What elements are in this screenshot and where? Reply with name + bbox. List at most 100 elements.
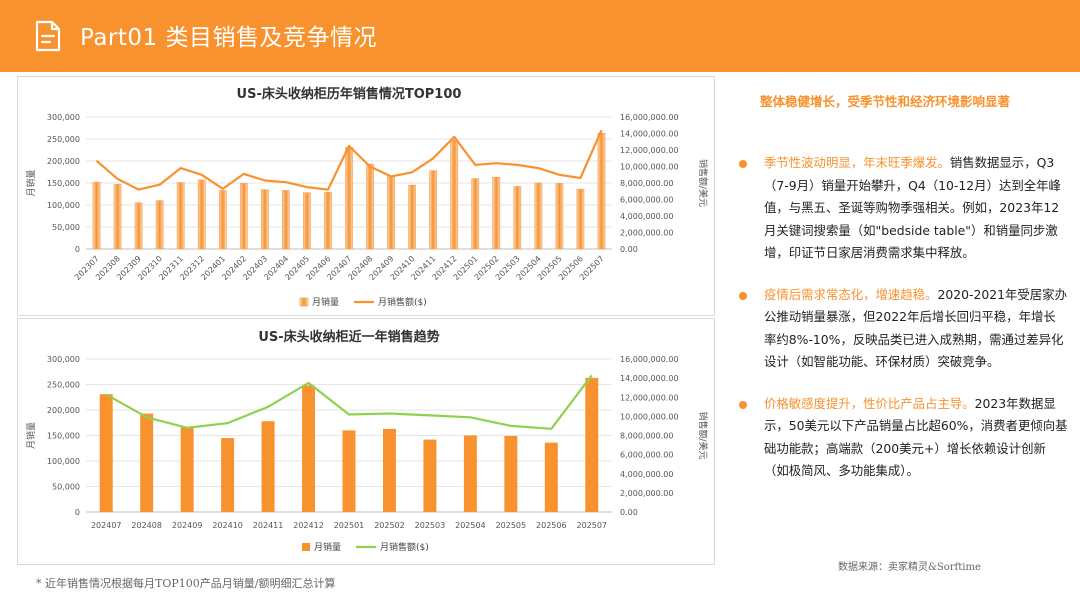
y-right-tick-label: 4,000,000.00 [620,212,673,221]
bar [239,183,248,250]
legend-bar-swatch [299,297,309,307]
bar [261,421,275,512]
bar [155,200,164,250]
bar [113,184,122,250]
insight-headline: 整体稳健增长，受季节性和经济环境影响显著 [760,94,1011,109]
x-tick-label: 202412 [293,521,324,530]
x-tick-label: 202408 [131,521,162,530]
legend-label: 月销量 [314,541,341,553]
bar [302,385,316,512]
history-sales-chart: US-床头收纳柜历年销售情况TOP100 0 50,000 100,000 150,00… [25,86,709,308]
recent-sales-chart: US-床头收纳柜近一年销售趋势 0 50,000 100,000 150,000 200,… [25,329,709,553]
y-left-tick-label: 0 [75,508,80,517]
y-right-tick-label: 10,000,000.00 [620,412,679,421]
y-right-tick-label: 2,000,000.00 [620,229,673,238]
bar [140,413,154,512]
insight-text: 2020-2021年受居家办公推动销量暴涨，但2022年后增长回归平稳，年增长率… [764,286,1067,370]
bar [576,188,585,250]
bar [471,178,480,250]
chart-panel-history: US-床头收纳柜历年销售情况TOP100 0 50,000 100,000 150,00… [17,76,715,316]
legend-label: 月销量 [312,296,339,308]
bar [180,427,194,512]
y-right-tick-label: 4,000,000.00 [620,470,673,479]
insight-item: 疫情后需求常态化，增速趋稳。2020-2021年受居家办公推动销量暴涨，但202… [738,284,1068,374]
bar [342,430,356,512]
bar [408,184,416,250]
insight-lead: 季节性波动明显，年末旺季爆发。 [764,155,950,170]
chart-panel-recent: US-床头收纳柜近一年销售趋势 0 50,000 100,000 150,000 200,… [17,318,715,565]
x-tick-label: 202507 [576,521,607,530]
bar [597,132,606,250]
bar [450,139,459,250]
y-right-tick-label: 8,000,000.00 [620,432,673,441]
bar [382,428,396,512]
y-left-tick-label: 100,000 [47,201,80,210]
y-right-tick-label: 16,000,000.00 [620,113,679,122]
x-tick-label: 202411 [253,521,284,530]
y-right-tick-label: 14,000,000.00 [620,374,679,383]
bar [345,147,353,250]
y-left-tick-label: 50,000 [52,483,80,492]
y-right-tick-label: 0.00 [620,245,638,254]
y-right-tick-label: 6,000,000.00 [620,451,673,460]
y-left-axis-label: 月销量 [25,422,37,449]
y-left-tick-label: 150,000 [47,432,80,441]
y-right-axis-label: 销售额/美元 [697,159,709,207]
x-tick-label: 202505 [496,521,527,530]
bar [366,163,374,250]
bar [429,170,438,250]
document-icon [35,20,61,52]
sales-line [95,129,603,191]
bar [197,179,206,250]
footnote: * 近年销售情况根据每月TOP100产品月销量/额明细汇总计算 [36,577,336,590]
bullet-dot-icon [739,291,747,300]
x-tick-label: 202410 [212,521,243,530]
y-right-tick-label: 6,000,000.00 [620,196,673,205]
insight-text: 2023年数据显示，50美元以下产品销量占比超60%，消费者更倾向基础功能款；高… [764,395,1068,479]
y-right-axis-label: 销售额/美元 [697,411,709,459]
bar [221,438,235,512]
bar [134,202,143,250]
y-left-tick-label: 300,000 [47,355,80,364]
y-left-tick-label: 250,000 [47,135,80,144]
bar [513,186,522,250]
chart-title: US-床头收纳柜近一年销售趋势 [258,329,439,345]
x-tick-label: 202501 [334,521,365,530]
bar [555,183,564,250]
y-left-tick-label: 300,000 [47,113,80,122]
x-tick-label: 202503 [415,521,446,530]
x-tick-label: 202407 [91,521,122,530]
y-left-tick-label: 100,000 [47,457,80,466]
y-right-tick-label: 12,000,000.00 [620,393,679,402]
bar [99,394,113,512]
y-right-tick-label: 0.00 [620,508,638,517]
insight-list: 季节性波动明显，年末旺季爆发。销售数据显示，Q3（7-9月）销量开始攀升，Q4（… [738,152,1068,502]
y-right-tick-label: 16,000,000.00 [620,355,679,364]
bar [585,377,599,512]
y-right-tick-label: 2,000,000.00 [620,489,673,498]
insight-lead: 疫情后需求常态化，增速趋稳。 [764,286,938,302]
legend-label: 月销售额($) [380,541,429,553]
data-source: 数据来源：卖家精灵&Sorftime [838,562,981,573]
bar [504,436,518,512]
bar [92,181,101,250]
bar [544,442,558,512]
y-right-tick-label: 14,000,000.00 [620,130,679,139]
y-right-tick-label: 10,000,000.00 [620,163,679,172]
bar [492,176,501,250]
page-title: Part01 类目销售及竞争情况 [80,25,377,51]
bar [324,191,332,250]
bullet-dot-icon [739,160,747,168]
bar [218,190,227,250]
bar [176,182,185,250]
insight-text: 销售数据显示，Q3（7-9月）销量开始攀升，Q4（10-12月）达到全年峰值，与… [764,155,1061,260]
y-right-tick-label: 12,000,000.00 [620,146,679,155]
insight-lead: 价格敏感度提升，性价比产品占主导。 [764,395,975,411]
bar [463,435,477,512]
y-left-axis-label: 月销量 [25,169,37,196]
x-tick-label: 202504 [455,521,486,530]
chart-title: US-床头收纳柜历年销售情况TOP100 [237,86,462,102]
bar [423,439,437,512]
bullet-dot-icon [739,400,747,409]
y-left-tick-label: 150,000 [47,179,80,188]
